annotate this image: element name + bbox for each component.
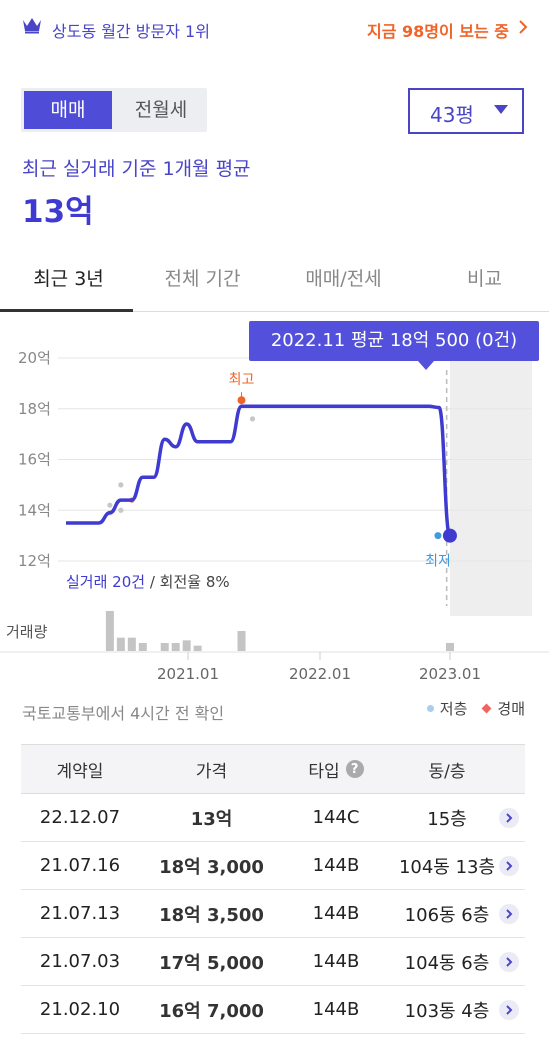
y-tick-label: 18억 [18,400,51,418]
tab-sale-jeonse[interactable]: 매매/전세 [305,268,382,290]
caret-down-icon [494,105,508,114]
row-detail-arrow-icon[interactable] [499,856,519,876]
auction-diamond-icon [481,703,492,714]
row-type: 144B [312,855,360,876]
source-note: 국토교통부에서 4시간 전 확인 [22,704,225,723]
row-floor: 15층 [427,808,467,830]
current-point [442,528,457,543]
row-floor: 104동 6층 [404,952,490,974]
volume-bar [171,643,180,651]
row-type: 144B [312,951,360,972]
viewers-link[interactable]: 지금 98명이 보는 중 [366,22,509,41]
row-type: 144C [312,807,360,828]
y-tick-label: 14억 [18,501,51,519]
help-icon[interactable]: ? [345,760,364,778]
row-date: 22.12.07 [39,807,121,828]
row-price: 13억 [190,808,233,830]
chart-tooltip-tail [418,361,434,370]
size-select-value: 43평 [430,103,474,127]
row-price: 18억 3,500 [159,904,264,926]
header-price: 가격 [195,761,228,782]
toggle-sale[interactable]: 매매 [24,91,112,129]
row-detail-arrow-icon[interactable] [499,808,519,828]
table-row[interactable]: 21.07.03 17억 5,000 144B 104동 6층 [21,938,525,986]
avg-value: 13억 [22,194,94,230]
header-floor: 동/층 [428,761,466,782]
volume-bar [193,645,202,651]
toggle-rent[interactable]: 전월세 [134,99,188,121]
transaction-dot [107,502,113,508]
row-floor: 104동 13층 [398,856,496,878]
row-detail-arrow-icon[interactable] [499,952,519,972]
row-detail-arrow-icon[interactable] [499,904,519,924]
price-line [66,404,452,538]
tab-recent-3y[interactable]: 최근 3년 [33,268,104,290]
volume-bar [182,640,191,651]
future-shade [449,350,532,616]
chevron-right-icon[interactable] [517,19,529,35]
volume-bar [138,643,147,651]
y-tick-label: 16억 [18,451,51,469]
x-tick-label: 2022.01 [289,665,351,683]
row-date: 21.07.03 [39,951,121,972]
x-tick-label: 2023.01 [419,665,481,683]
size-select[interactable]: 43평 [408,88,524,134]
transactions-table: 계약일 가격 타입? 동/층 22.12.07 13억 144C 15층 21.07.1… [21,744,525,1034]
legend-auction: 경매 [497,700,525,718]
avg-label: 최근 실거래 기준 1개월 평균 [22,158,251,180]
transaction-dot [118,482,124,488]
transaction-dot [249,416,256,422]
row-floor: 103동 4층 [404,1000,490,1022]
tab-divider [0,311,549,312]
legend-low-floor: 저층 [439,700,468,718]
table-row[interactable]: 21.07.16 18억 3,000 144B 104동 13층 [21,842,525,890]
row-floor: 106동 6층 [404,904,490,926]
volume-bar [105,611,114,651]
table-header: 계약일 가격 타입? 동/층 [21,744,525,794]
volume-label: 거래량 [6,623,48,641]
header-date: 계약일 [56,761,104,782]
rank-text: 상도동 월간 방문자 1위 [52,22,210,41]
trade-summary: 실거래 20건 / 회전율 8% [66,573,230,591]
row-date: 21.07.13 [39,903,121,924]
row-date: 21.02.10 [39,999,121,1020]
table-row[interactable]: 21.07.13 18억 3,500 144B 106동 6층 [21,890,525,938]
row-type: 144B [312,999,360,1020]
chart-tooltip: 2022.11 평균 18억 500 (0건) [249,321,539,361]
row-type: 144B [312,903,360,924]
header-type-label: 타입 [308,761,340,782]
table-row[interactable]: 21.02.10 16억 7,000 144B 103동 4층 [21,986,525,1034]
volume-bar [127,637,136,651]
low-floor-dot [426,705,434,712]
low-marker [434,532,442,540]
tab-all-period[interactable]: 전체 기간 [164,268,241,290]
row-detail-arrow-icon[interactable] [499,1000,519,1020]
volume-bar [116,637,125,651]
crown-icon [23,18,41,34]
volume-bar [237,631,246,651]
trade-type-toggle: 매매 전월세 [21,88,207,132]
table-row[interactable]: 22.12.07 13억 144C 15층 [21,794,525,842]
low-label: 최저 [425,554,451,570]
row-price: 17억 5,000 [159,952,264,974]
tab-compare[interactable]: 비교 [467,268,502,290]
header-type: 타입? [284,745,388,793]
high-marker [237,396,246,405]
row-price: 18억 3,000 [159,856,264,878]
y-tick-label: 12억 [18,552,51,570]
chart-legend: 저층 경매 [426,698,525,719]
row-date: 21.07.16 [39,855,121,876]
y-tick-label: 20억 [18,349,51,367]
tab-active-indicator [0,309,133,312]
volume-bar [445,643,454,651]
x-tick-label: 2021.01 [157,665,219,683]
volume-bar [160,643,169,651]
row-price: 16억 7,000 [159,1000,264,1022]
transaction-dot [118,507,124,513]
high-label: 최고 [229,372,255,388]
